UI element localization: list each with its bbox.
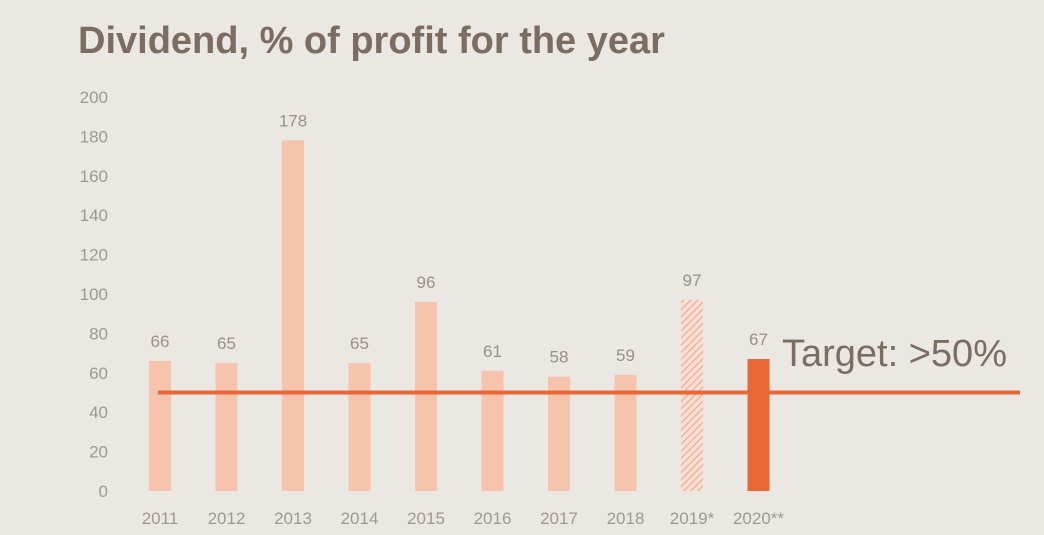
y-tick-label: 140 — [80, 206, 108, 225]
bar-2019 — [681, 299, 703, 491]
bar-2013 — [282, 140, 304, 491]
data-label: 66 — [151, 332, 170, 351]
y-tick-label: 200 — [80, 88, 108, 107]
y-tick-label: 120 — [80, 246, 108, 265]
bar-2016 — [481, 370, 504, 491]
x-tick-label: 2017 — [540, 509, 578, 528]
data-label: 58 — [550, 348, 569, 367]
chart-title: Dividend, % of profit for the year — [78, 20, 665, 62]
bars: 66 65 178 65 96 61 58 59 97 67 — [149, 111, 770, 491]
x-tick-label: 2013 — [274, 509, 312, 528]
data-label: 59 — [616, 346, 635, 365]
x-tick-label: 2019* — [670, 509, 715, 528]
x-tick-label: 2015 — [407, 509, 445, 528]
data-label: 65 — [217, 334, 236, 353]
y-tick-label: 180 — [80, 127, 108, 146]
y-tick-label: 160 — [80, 167, 108, 186]
y-tick-label: 0 — [99, 482, 108, 501]
data-label: 178 — [279, 111, 307, 130]
data-label: 65 — [350, 334, 369, 353]
y-tick-label: 100 — [80, 285, 108, 304]
bar-2020 — [747, 359, 770, 491]
data-label: 67 — [749, 330, 768, 349]
target-group: Target: >50% — [158, 333, 1020, 395]
bar-2011 — [149, 360, 171, 491]
y-tick-label: 60 — [89, 364, 108, 383]
y-tick-label: 20 — [89, 443, 108, 462]
x-tick-label: 2016 — [474, 509, 512, 528]
data-label: 61 — [483, 342, 502, 361]
x-tick-label: 2020** — [733, 509, 784, 528]
y-tick-label: 80 — [89, 324, 108, 343]
target-label: Target: >50% — [782, 333, 1007, 375]
x-tick-label: 2012 — [208, 509, 246, 528]
x-tick-label: 2011 — [142, 509, 179, 528]
bar-2014 — [348, 362, 371, 491]
data-label: 96 — [417, 273, 436, 292]
bar-2018 — [614, 374, 637, 491]
y-axis: 0 20 40 60 80 100 120 140 160 180 200 — [80, 88, 108, 501]
x-tick-label: 2018 — [607, 509, 645, 528]
data-label: 97 — [683, 271, 702, 290]
bar-2012 — [215, 362, 238, 491]
bar-2015 — [415, 301, 437, 491]
x-tick-label: 2014 — [341, 509, 379, 528]
bar-2017 — [548, 376, 570, 491]
x-axis: 2011 2012 2013 2014 2015 2016 2017 2018 2019* 202… — [142, 509, 785, 528]
y-tick-label: 40 — [89, 403, 108, 422]
